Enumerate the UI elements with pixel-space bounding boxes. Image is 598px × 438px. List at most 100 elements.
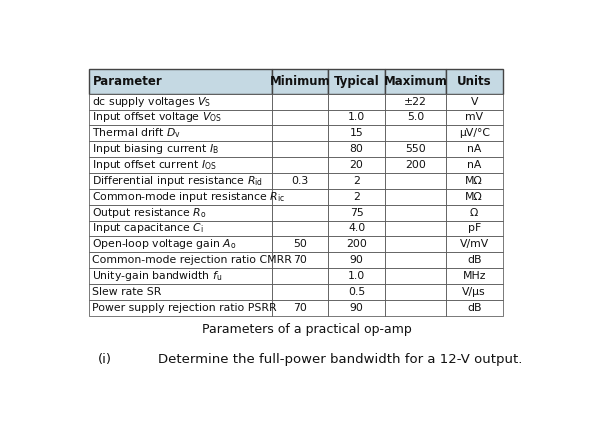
Bar: [271, 157, 328, 173]
Bar: [89, 125, 271, 141]
Bar: [446, 125, 502, 141]
Text: V/mV: V/mV: [460, 239, 489, 249]
Bar: [271, 205, 328, 220]
Text: 200: 200: [346, 239, 367, 249]
Bar: [271, 94, 328, 110]
Text: 20: 20: [350, 160, 364, 170]
Text: Thermal drift $D_\mathrm{v}$: Thermal drift $D_\mathrm{v}$: [92, 127, 181, 140]
Text: nA: nA: [467, 144, 481, 154]
Bar: [89, 205, 271, 220]
Bar: [271, 268, 328, 284]
Bar: [271, 125, 328, 141]
Bar: [385, 141, 446, 157]
Bar: [385, 125, 446, 141]
Bar: [328, 94, 385, 110]
Bar: [446, 110, 502, 125]
Text: Minimum: Minimum: [270, 75, 330, 88]
Text: 15: 15: [350, 128, 364, 138]
Text: 550: 550: [405, 144, 426, 154]
Text: 90: 90: [350, 255, 364, 265]
Bar: [89, 157, 271, 173]
Bar: [446, 220, 502, 237]
Text: dB: dB: [467, 303, 481, 313]
Text: ±22: ±22: [404, 97, 427, 106]
Bar: [328, 141, 385, 157]
Bar: [328, 110, 385, 125]
Bar: [89, 220, 271, 237]
Bar: [328, 125, 385, 141]
Bar: [446, 252, 502, 268]
Bar: [328, 157, 385, 173]
Text: 1.0: 1.0: [348, 113, 365, 123]
Bar: [385, 252, 446, 268]
Bar: [446, 173, 502, 189]
Text: V/μs: V/μs: [462, 287, 486, 297]
Bar: [385, 300, 446, 316]
Bar: [89, 110, 271, 125]
Text: 2: 2: [353, 192, 360, 202]
Bar: [328, 237, 385, 252]
Text: 4.0: 4.0: [348, 223, 365, 233]
Bar: [385, 94, 446, 110]
Bar: [89, 94, 271, 110]
Bar: [385, 237, 446, 252]
Text: 50: 50: [293, 239, 307, 249]
Bar: [446, 284, 502, 300]
Bar: [385, 220, 446, 237]
Text: Maximum: Maximum: [383, 75, 447, 88]
Text: μV/°C: μV/°C: [459, 128, 490, 138]
Bar: [271, 189, 328, 205]
Bar: [89, 173, 271, 189]
Text: Differential input resistance $R_\mathrm{id}$: Differential input resistance $R_\mathrm…: [92, 174, 263, 188]
Bar: [385, 189, 446, 205]
Bar: [328, 173, 385, 189]
Text: Parameter: Parameter: [93, 75, 163, 88]
Text: Ω: Ω: [470, 208, 478, 218]
Text: mV: mV: [465, 113, 483, 123]
Text: 0.5: 0.5: [348, 287, 365, 297]
Text: V: V: [471, 97, 478, 106]
Bar: [271, 110, 328, 125]
Text: 2: 2: [353, 176, 360, 186]
Text: dB: dB: [467, 255, 481, 265]
Bar: [328, 268, 385, 284]
Text: 75: 75: [350, 208, 364, 218]
Bar: [385, 110, 446, 125]
Bar: [385, 70, 446, 94]
Bar: [328, 189, 385, 205]
Text: 0.3: 0.3: [291, 176, 309, 186]
Bar: [446, 141, 502, 157]
Text: 70: 70: [293, 255, 307, 265]
Bar: [271, 237, 328, 252]
Text: 90: 90: [350, 303, 364, 313]
Bar: [385, 268, 446, 284]
Bar: [328, 284, 385, 300]
Bar: [446, 70, 502, 94]
Bar: [271, 300, 328, 316]
Bar: [446, 300, 502, 316]
Text: Common-mode input resistance $R_\mathrm{ic}$: Common-mode input resistance $R_\mathrm{…: [92, 190, 286, 204]
Text: Common-mode rejection ratio CMRR: Common-mode rejection ratio CMRR: [92, 255, 292, 265]
Text: Typical: Typical: [334, 75, 380, 88]
Bar: [385, 205, 446, 220]
Text: Units: Units: [457, 75, 492, 88]
Text: dc supply voltages $V_\mathrm{S}$: dc supply voltages $V_\mathrm{S}$: [92, 95, 212, 109]
Text: 5.0: 5.0: [407, 113, 424, 123]
Bar: [328, 70, 385, 94]
Bar: [446, 189, 502, 205]
Text: 80: 80: [350, 144, 364, 154]
Bar: [446, 94, 502, 110]
Text: Parameters of a practical op-amp: Parameters of a practical op-amp: [202, 323, 411, 336]
Bar: [446, 237, 502, 252]
Text: (i): (i): [98, 353, 112, 366]
Bar: [89, 141, 271, 157]
Text: 70: 70: [293, 303, 307, 313]
Bar: [446, 157, 502, 173]
Bar: [271, 220, 328, 237]
Text: Determine the full-power bandwidth for a 12-V output.: Determine the full-power bandwidth for a…: [158, 353, 523, 366]
Text: Input biasing current $I_\mathrm{B}$: Input biasing current $I_\mathrm{B}$: [92, 142, 219, 156]
Text: Unity-gain bandwidth $f_\mathrm{u}$: Unity-gain bandwidth $f_\mathrm{u}$: [92, 269, 222, 283]
Bar: [328, 252, 385, 268]
Text: Open-loop voltage gain $A_\mathrm{o}$: Open-loop voltage gain $A_\mathrm{o}$: [92, 237, 237, 251]
Bar: [328, 205, 385, 220]
